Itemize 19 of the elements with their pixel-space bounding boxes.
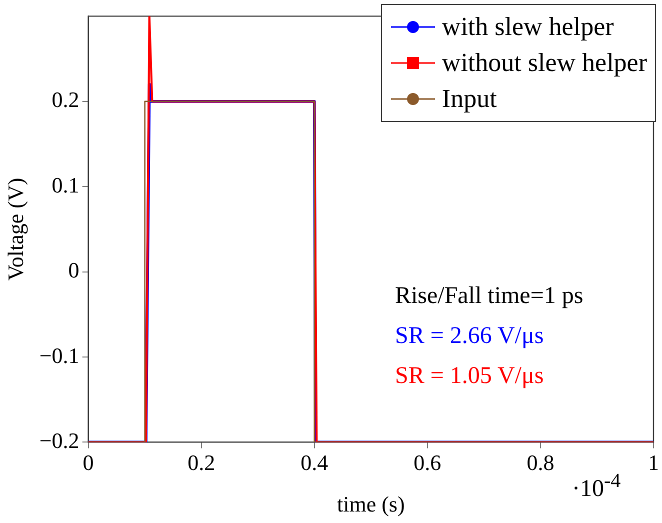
- y-tick-label: −0.2: [39, 428, 80, 453]
- y-axis-title: Voltage (V): [2, 178, 28, 281]
- y-tick-label: 0: [68, 258, 80, 283]
- x-axis-title: time (s): [336, 492, 405, 517]
- legend-label: with slew helper: [442, 11, 615, 43]
- legend-label: Input: [442, 83, 498, 115]
- x-tick-label: 0.4: [300, 450, 328, 476]
- annotation: SR = 2.66 V/μs: [395, 322, 545, 351]
- y-tick-label: 0.2: [52, 87, 80, 112]
- x-tick-label: 0.8: [526, 450, 554, 476]
- y-tick-label: 0.1: [52, 172, 80, 198]
- x-tick-label: 0.2: [188, 450, 216, 476]
- annotation: SR = 1.05 V/μs: [395, 362, 545, 391]
- x-tick-label: 0.6: [414, 450, 442, 476]
- legend-label: without slew helper: [442, 47, 647, 79]
- text: ·10$^{-4}$: [572, 470, 621, 503]
- y-tick-label: −0.1: [39, 342, 80, 368]
- x-tick-label: 1: [648, 450, 659, 476]
- annotation: Rise/Fall time=1 ps: [395, 282, 584, 311]
